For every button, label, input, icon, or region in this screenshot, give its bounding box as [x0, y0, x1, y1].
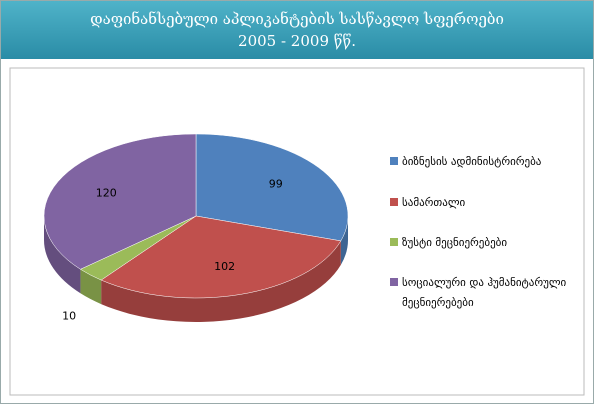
- legend-item: ზუსტი მეცნიერებები: [390, 233, 585, 253]
- legend-item: სამართალი: [390, 193, 585, 213]
- chart-title: დაფინანსებული აპლიკანტების სასწავლო სფერ…: [90, 10, 504, 28]
- slice: [195, 133, 349, 242]
- data-label: 99: [269, 178, 283, 191]
- slice-side: [101, 240, 341, 322]
- legend-swatch: [390, 157, 398, 165]
- slice: [100, 215, 342, 299]
- legend-label: ზუსტი მეცნიერებები: [402, 236, 508, 249]
- legend-swatch: [390, 278, 398, 286]
- legend-item: ბიზნესის ადმინისტრირება: [390, 152, 585, 172]
- header: [1, 1, 593, 59]
- slice-side: [44, 216, 81, 294]
- legend-label: ბიზნესის ადმინისტრირება: [402, 155, 542, 168]
- data-label: 10: [62, 310, 76, 323]
- legend-label: სამართალი: [402, 196, 466, 209]
- legend-label: სოციალური და ჰუმანიტარული მეცნიერებები: [402, 276, 567, 309]
- slice-side: [340, 216, 348, 265]
- data-label: 102: [214, 260, 235, 273]
- slice: [43, 133, 197, 270]
- legend-swatch: [390, 198, 398, 206]
- data-label: 120: [96, 187, 117, 200]
- legend-swatch: [390, 238, 398, 246]
- legend-item: სოციალური და ჰუმანიტარული მეცნიერებები: [390, 273, 585, 313]
- chart-title: 2005 - 2009 წწ.: [238, 32, 356, 50]
